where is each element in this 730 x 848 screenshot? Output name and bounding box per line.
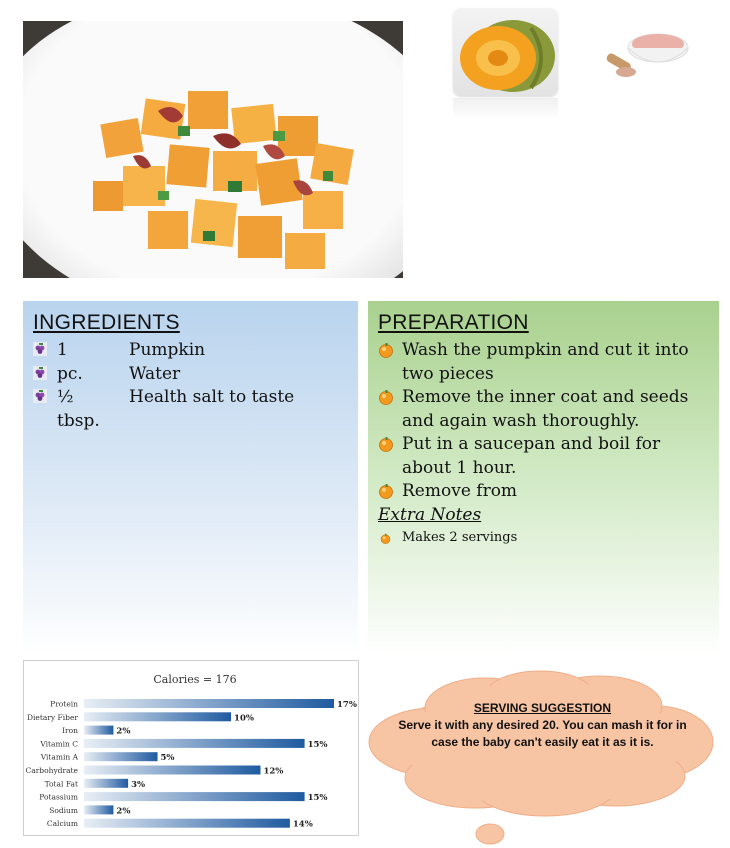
chart-value-label: 17% — [337, 700, 357, 710]
preparation-step-text: Wash the pumpkin and cut it into two pie… — [402, 340, 689, 384]
chart-value-label: 3% — [131, 780, 145, 790]
chart-value-label: 2% — [116, 806, 130, 816]
chart-category-label: Vitamin A — [40, 753, 79, 762]
preparation-title: PREPARATION — [378, 311, 529, 334]
ingredients-title: INGREDIENTS — [33, 311, 180, 334]
ingredients-panel: INGREDIENTS 1 pc. Pumpkin Water — [23, 301, 358, 656]
pumpkin-thumbnail-reflection — [453, 98, 558, 120]
chart-value-label: 15% — [308, 740, 328, 750]
ingredient-name: Water — [129, 363, 181, 384]
pumpkin-thumbnail — [453, 8, 558, 96]
serving-suggestion-cloud — [368, 670, 714, 845]
chart-category-label: Vitamin C — [39, 739, 78, 748]
nutrition-chart-svg: Calories = 176 Protein 17% Dietary Fiber 10… — [26, 673, 357, 830]
orange-bullet-icon — [379, 484, 393, 499]
chart-category-label: Carbohydrate — [26, 766, 79, 775]
preparation-panel: PREPARATION Wash the pumpkin and cut it … — [368, 301, 719, 656]
chart-bar — [84, 792, 305, 802]
chart-bar — [84, 818, 290, 828]
chart-bar — [84, 765, 261, 775]
preparation-step: Put in a saucepan and boil for about 1 h… — [378, 433, 713, 480]
chart-bar — [84, 699, 334, 708]
orange-bullet-icon — [379, 437, 393, 452]
chart-bar — [84, 738, 305, 748]
extra-notes-title: Extra Notes — [378, 504, 482, 525]
serving-suggestion: SERVING SUGGESTION Serve it with any des… — [395, 700, 690, 751]
chart-category-label: Protein — [50, 700, 78, 709]
extra-note: Makes 2 servings — [378, 527, 713, 549]
chart-value-label: 2% — [116, 727, 130, 737]
orange-bullet-icon — [380, 533, 391, 544]
salt-thumbnail — [600, 18, 692, 98]
chart-value-label: 10% — [234, 713, 254, 723]
serving-suggestion-text: Serve it with any desired 20. You can ma… — [398, 718, 687, 749]
grapes-bullet-icon — [33, 389, 47, 403]
preparation-step: Remove the inner coat and seeds and agai… — [378, 386, 713, 433]
nutrition-chart: Calories = 176 Protein 17% Dietary Fiber 10… — [23, 660, 359, 836]
chart-category-label: Calcium — [47, 819, 78, 828]
chart-bar — [84, 805, 114, 815]
preparation-steps: Wash the pumpkin and cut it into two pie… — [378, 339, 713, 549]
chart-category-label: Total Fat — [45, 779, 78, 788]
chart-category-label: Potassium — [39, 793, 78, 802]
preparation-step: Remove from — [378, 480, 713, 504]
chart-bar — [84, 778, 129, 788]
chart-value-label: 12% — [263, 767, 283, 777]
serving-suggestion-title: SERVING SUGGESTION — [473, 701, 612, 715]
ingredient-qty: 1 pc. — [57, 340, 83, 384]
grapes-bullet-icon — [33, 342, 47, 356]
hero-image — [23, 21, 403, 278]
extra-note-text: Makes 2 servings — [402, 530, 518, 545]
chart-title: Calories = 176 — [153, 673, 236, 686]
preparation-step: Wash the pumpkin and cut it into two pie… — [378, 339, 713, 386]
chart-bar — [84, 712, 232, 722]
chart-category-label: Iron — [62, 726, 78, 735]
ingredient-name: Health salt to taste — [129, 387, 295, 407]
grapes-bullet-icon — [33, 365, 47, 380]
chart-bar — [84, 725, 114, 735]
chart-bar — [84, 752, 158, 762]
ingredient-qty: ½ tbsp. — [57, 387, 100, 431]
pumpkin-salad-illustration — [93, 91, 354, 269]
ingredient-name: Pumpkin — [129, 340, 206, 360]
salt-bowl-illustration — [606, 33, 689, 77]
chart-category-label: Dietary Fiber — [27, 713, 78, 722]
pumpkin-halves-illustration — [460, 20, 555, 92]
chart-value-label: 14% — [293, 820, 313, 830]
orange-bullet-icon — [379, 390, 393, 405]
orange-bullet-icon — [379, 343, 393, 358]
chart-value-label: 15% — [308, 793, 328, 803]
chart-value-label: 5% — [161, 753, 175, 763]
preparation-step-text: Remove the inner coat and seeds and agai… — [402, 387, 689, 431]
preparation-step-text: Put in a saucepan and boil for about 1 h… — [402, 434, 661, 478]
chart-category-label: Sodium — [49, 806, 78, 815]
preparation-step-text: Remove from — [402, 481, 518, 501]
